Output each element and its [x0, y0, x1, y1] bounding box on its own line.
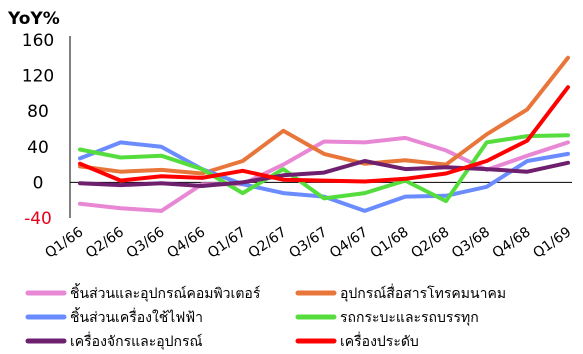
x-tick-label: Q3/66	[124, 224, 168, 262]
y-tick-label: -40	[24, 209, 52, 229]
legend-label: รถกระบะและรถบรรทุก	[340, 310, 479, 326]
series-line	[78, 55, 570, 176]
x-tick-label: Q3/68	[449, 224, 493, 261]
y-tick-label: 40	[27, 138, 49, 158]
y-axis-ticks: 160 120 80 40 0 -40	[22, 31, 54, 229]
legend: ชิ้นส่วนและอุปกรณ์คอมพิวเตอร์ อุปกรณ์สื่อ…	[25, 283, 506, 350]
x-tick-label: Q4/66	[164, 224, 208, 262]
x-tick-label: Q1/69	[530, 224, 574, 261]
series-line	[78, 85, 570, 184]
y-tick-label: 160	[22, 31, 54, 51]
x-tick-label: Q4/67	[327, 224, 371, 261]
legend-label: ชิ้นส่วนเครื่องใช้ไฟฟ้า	[70, 307, 203, 326]
series-line	[78, 159, 570, 188]
x-axis-ticks: Q1/66Q2/66Q3/66Q4/66Q1/67Q2/67Q3/67Q4/67…	[42, 224, 574, 262]
series-line	[78, 133, 570, 204]
legend-label: อุปกรณ์สื่อสารโทรคมนาคม	[340, 284, 506, 302]
y-axis-label: YoY%	[7, 9, 60, 29]
y-tick-label: 0	[33, 173, 44, 193]
series-lines	[78, 55, 570, 213]
x-tick-label: Q1/67	[205, 224, 249, 261]
legend-label: เครื่องประดับ	[340, 332, 419, 350]
x-tick-label: Q2/68	[408, 224, 452, 261]
y-tick-label: 80	[27, 102, 49, 122]
y-tick-label: 120	[22, 67, 54, 87]
x-tick-label: Q2/67	[246, 224, 290, 261]
x-tick-label: Q2/66	[83, 224, 127, 262]
x-tick-label: Q1/68	[368, 224, 412, 261]
x-tick-label: Q3/67	[286, 224, 330, 261]
x-tick-label: Q1/66	[42, 224, 86, 262]
legend-label: ชิ้นส่วนและอุปกรณ์คอมพิวเตอร์	[70, 283, 261, 302]
x-tick-label: Q4/68	[490, 224, 534, 261]
legend-label: เครื่องจักรและอุปกรณ์	[70, 332, 203, 350]
